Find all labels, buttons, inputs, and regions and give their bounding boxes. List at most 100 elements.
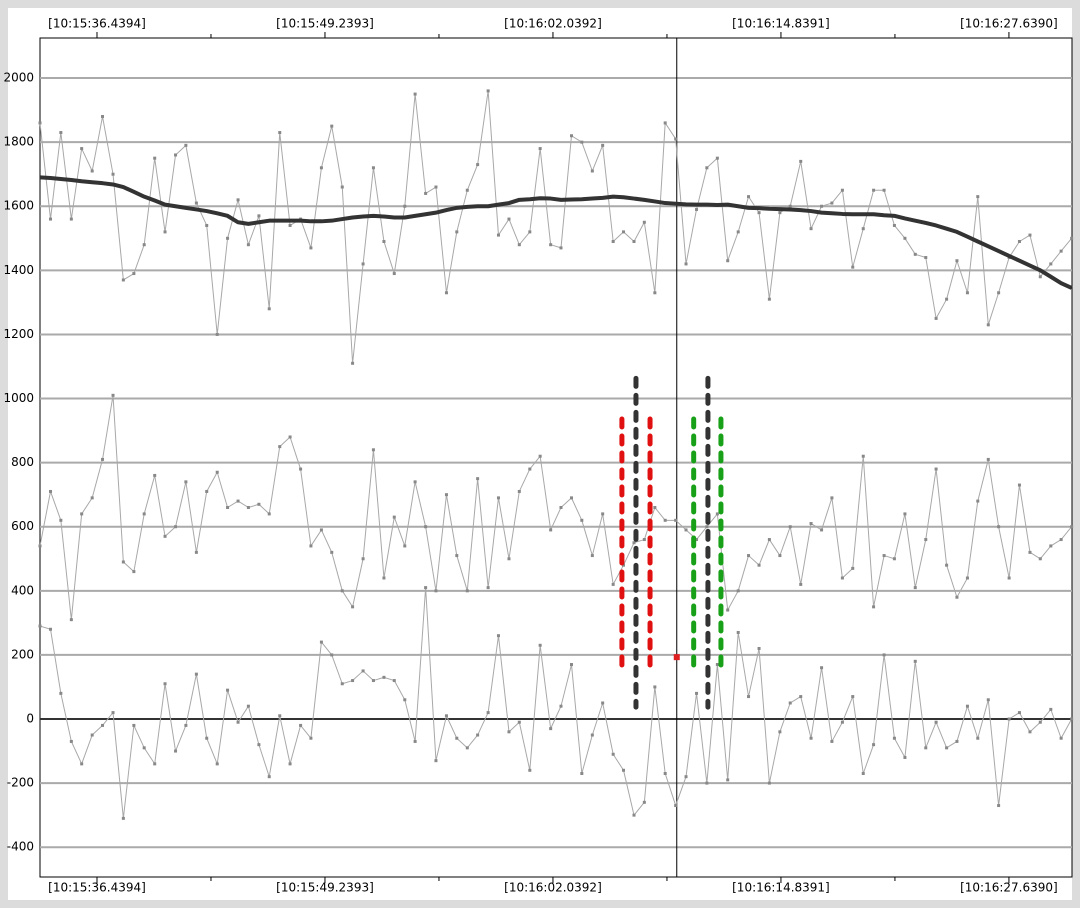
point <box>226 688 230 692</box>
point <box>601 512 605 516</box>
point <box>236 499 240 503</box>
point <box>80 762 84 766</box>
point <box>205 736 209 740</box>
point <box>736 630 740 634</box>
point <box>653 685 657 689</box>
point <box>549 243 553 247</box>
point <box>684 262 688 266</box>
point <box>726 778 730 782</box>
point <box>132 723 136 727</box>
point <box>840 720 844 724</box>
point <box>90 169 94 173</box>
point <box>1059 736 1063 740</box>
point <box>569 134 573 138</box>
point <box>267 307 271 311</box>
point <box>715 512 719 516</box>
point <box>215 332 219 336</box>
point <box>434 759 438 763</box>
point <box>632 240 636 244</box>
point <box>309 544 313 548</box>
point <box>38 121 42 125</box>
point <box>517 243 521 247</box>
point <box>361 262 365 266</box>
point <box>882 554 886 558</box>
point <box>319 640 323 644</box>
point <box>778 554 782 558</box>
point <box>569 663 573 667</box>
point <box>872 743 876 747</box>
point <box>945 297 949 301</box>
point <box>840 188 844 192</box>
point <box>788 204 792 208</box>
x-tick-label: [10:16:02.0392] <box>504 881 602 895</box>
point <box>163 682 167 686</box>
y-tick-label: 600 <box>11 519 34 533</box>
point <box>924 538 928 542</box>
point <box>101 115 105 119</box>
y-tick-label: 1400 <box>3 263 34 277</box>
point <box>830 201 834 205</box>
point <box>111 711 115 715</box>
point <box>934 720 938 724</box>
y-tick-label: 1200 <box>3 327 34 341</box>
point <box>38 624 42 628</box>
point <box>736 230 740 234</box>
point <box>986 457 990 461</box>
point <box>496 233 500 237</box>
point <box>351 361 355 365</box>
point <box>288 762 292 766</box>
point <box>340 589 344 593</box>
point <box>330 653 334 657</box>
point <box>747 554 751 558</box>
point <box>309 246 313 250</box>
point <box>611 240 615 244</box>
point <box>549 528 553 532</box>
point <box>882 188 886 192</box>
point <box>1059 538 1063 542</box>
point <box>257 502 261 506</box>
point <box>976 736 980 740</box>
point <box>934 316 938 320</box>
point <box>90 496 94 500</box>
point <box>351 679 355 683</box>
point <box>69 217 73 221</box>
point <box>663 518 667 522</box>
point <box>507 217 511 221</box>
point <box>1028 233 1032 237</box>
point <box>424 525 428 529</box>
point <box>257 214 261 218</box>
point <box>861 227 865 231</box>
point <box>194 550 198 554</box>
point <box>945 563 949 567</box>
point <box>747 195 751 199</box>
point <box>830 496 834 500</box>
point <box>653 505 657 509</box>
x-tick-label: [10:16:27.6390] <box>960 17 1058 31</box>
point <box>59 131 63 135</box>
point <box>976 195 980 199</box>
point <box>840 576 844 580</box>
point <box>413 480 417 484</box>
point <box>299 467 303 471</box>
point <box>622 563 626 567</box>
point <box>288 223 292 227</box>
point <box>642 220 646 224</box>
point <box>715 156 719 160</box>
point <box>59 518 63 522</box>
point <box>1038 720 1042 724</box>
y-tick-label: 200 <box>11 647 34 661</box>
point <box>757 211 761 215</box>
point <box>1049 262 1053 266</box>
y-tick-label: 1600 <box>3 199 34 213</box>
point <box>590 554 594 558</box>
point <box>184 723 188 727</box>
point <box>778 730 782 734</box>
point <box>632 541 636 545</box>
point <box>747 695 751 699</box>
point <box>371 679 375 683</box>
point <box>330 550 334 554</box>
point <box>371 166 375 170</box>
point <box>913 659 917 663</box>
point <box>382 576 386 580</box>
